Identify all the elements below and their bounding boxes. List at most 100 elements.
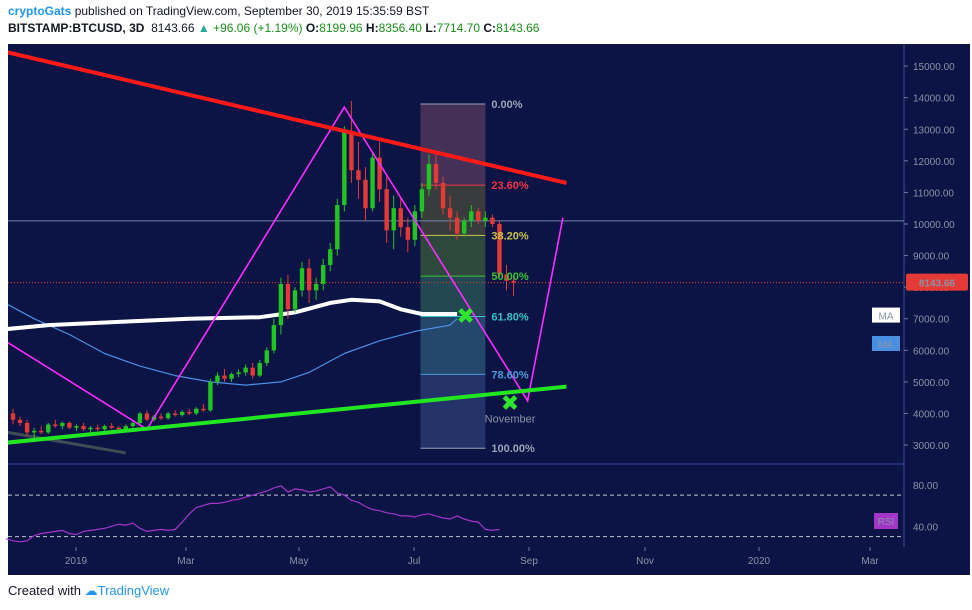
- candle-body: [250, 367, 255, 376]
- candle: [257, 359, 262, 378]
- candle: [454, 211, 460, 240]
- candle: [391, 195, 396, 250]
- candle-body: [356, 170, 361, 180]
- fib-level-label: 61.80%: [491, 312, 529, 324]
- candle-body: [426, 164, 432, 190]
- projection-path: [8, 105, 564, 431]
- candle: [433, 151, 439, 190]
- candle-body: [215, 375, 220, 382]
- candle: [440, 176, 446, 215]
- price-axis-bg: [904, 44, 970, 547]
- candle-body: [53, 424, 58, 427]
- price-tick-label: 14000.00: [913, 94, 955, 105]
- candle-body: [299, 268, 305, 291]
- current-price-badge: [906, 273, 968, 291]
- candle: [426, 154, 432, 196]
- time-tick-label: Mar: [177, 556, 195, 567]
- close-label: C:: [483, 21, 497, 35]
- time-tick-label: Nov: [636, 556, 654, 567]
- price-tick-label: 5000.00: [913, 378, 950, 389]
- candle: [67, 421, 72, 430]
- candle: [102, 424, 107, 431]
- fib-level-label: 78.60%: [491, 369, 529, 381]
- ma-fast-badge-label: MA: [879, 340, 894, 351]
- candle: [39, 426, 44, 434]
- candle-body: [328, 249, 333, 266]
- rsi-badge: [874, 513, 898, 529]
- candle-body: [123, 426, 128, 430]
- price-tick-label: 13000.00: [913, 125, 955, 136]
- candle: [384, 176, 389, 243]
- candle: [109, 422, 114, 430]
- ma-fast-badge: [872, 336, 900, 351]
- candle-body: [405, 227, 410, 240]
- price-tick-label: 6000.00: [913, 346, 950, 357]
- candle: [278, 277, 284, 335]
- candle-body: [10, 413, 16, 420]
- candle: [250, 362, 255, 379]
- candle-body: [419, 189, 425, 212]
- resistance-trendline: [8, 50, 567, 185]
- candle-body: [504, 274, 509, 281]
- candle-body: [306, 268, 312, 291]
- created-with-text: Created with: [8, 583, 81, 598]
- candle: [165, 411, 171, 420]
- candle: [299, 261, 305, 297]
- candle-body: [88, 427, 93, 430]
- candle: [208, 378, 213, 412]
- candle-body: [17, 419, 23, 423]
- candle-body: [180, 411, 185, 416]
- candle-body: [201, 408, 206, 411]
- author-name[interactable]: cryptoGats: [8, 4, 72, 18]
- candle: [285, 274, 291, 319]
- candle: [398, 198, 403, 237]
- candle: [243, 364, 248, 376]
- price-tick-label: 4000.00: [913, 409, 950, 420]
- candle: [335, 198, 340, 256]
- candle-body: [74, 426, 79, 428]
- candle: [363, 167, 368, 221]
- candle-body: [483, 217, 488, 221]
- fib-level-label: 50.00%: [491, 271, 529, 283]
- time-tick-label: Jul: [408, 556, 421, 567]
- price-change: +96.06 (+1.19%): [213, 21, 303, 35]
- candle-body: [264, 350, 269, 363]
- fib-zone: [420, 104, 486, 186]
- tradingview-brand[interactable]: TradingView: [97, 583, 170, 598]
- candle-body: [109, 426, 114, 428]
- candle: [137, 411, 143, 425]
- candle: [321, 258, 326, 291]
- price-tick-label: 12000.00: [913, 157, 955, 168]
- candle-body: [158, 416, 164, 419]
- candle-body: [208, 381, 213, 411]
- candle: [10, 408, 16, 425]
- candle: [194, 407, 199, 416]
- support-trendline: [8, 384, 567, 445]
- candle-body: [490, 217, 495, 224]
- price-tick-label: 15000.00: [913, 62, 955, 73]
- candle: [264, 347, 269, 367]
- candle-body: [440, 182, 446, 209]
- target-x-marker: ✖: [456, 305, 474, 330]
- candle-body: [384, 189, 389, 231]
- candle-body: [187, 411, 192, 414]
- candle: [81, 422, 86, 431]
- candle: [377, 141, 382, 202]
- candle: [328, 242, 333, 272]
- rsi-pane-bg: [8, 464, 904, 547]
- last-price: 8143.66: [151, 21, 195, 35]
- candle-body: [349, 132, 354, 171]
- candle-body: [462, 220, 467, 234]
- price-tick-label: 11000.00: [913, 188, 954, 199]
- candle: [222, 369, 227, 382]
- candle: [46, 422, 51, 434]
- price-tick-label: 7000.00: [913, 315, 950, 326]
- candle-body: [335, 205, 340, 250]
- candle: [342, 126, 347, 212]
- candle-body: [511, 280, 516, 283]
- candle: [370, 151, 375, 212]
- symbol-info: BITSTAMP:BTCUSD, 3D 8143.66 ▲ +96.06 (+1…: [8, 21, 539, 35]
- support-trail-line: [8, 430, 127, 455]
- tradingview-logo-icon[interactable]: ☁: [84, 583, 98, 598]
